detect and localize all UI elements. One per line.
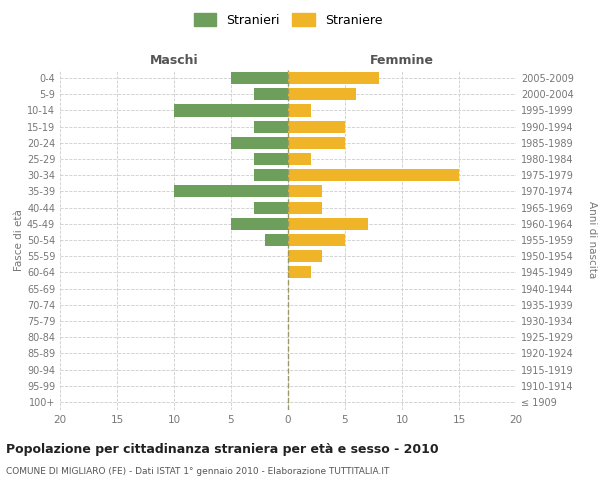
Bar: [288, 88, 356, 101]
Bar: [288, 234, 345, 246]
Bar: [174, 186, 288, 198]
Bar: [254, 169, 288, 181]
Text: COMUNE DI MIGLIARO (FE) - Dati ISTAT 1° gennaio 2010 - Elaborazione TUTTITALIA.I: COMUNE DI MIGLIARO (FE) - Dati ISTAT 1° …: [6, 468, 389, 476]
Bar: [231, 72, 288, 84]
Bar: [288, 153, 311, 165]
Bar: [231, 218, 288, 230]
Bar: [288, 250, 322, 262]
Text: Femmine: Femmine: [370, 54, 434, 68]
Bar: [174, 104, 288, 117]
Bar: [231, 137, 288, 149]
Bar: [288, 266, 311, 278]
Bar: [288, 169, 459, 181]
Bar: [254, 202, 288, 213]
Bar: [254, 153, 288, 165]
Bar: [265, 234, 288, 246]
Text: Anni di nascita: Anni di nascita: [587, 202, 597, 278]
Y-axis label: Fasce di età: Fasce di età: [14, 209, 24, 271]
Text: Popolazione per cittadinanza straniera per età e sesso - 2010: Popolazione per cittadinanza straniera p…: [6, 442, 439, 456]
Bar: [288, 186, 322, 198]
Bar: [254, 120, 288, 132]
Text: Maschi: Maschi: [149, 54, 199, 68]
Bar: [288, 202, 322, 213]
Bar: [288, 104, 311, 117]
Bar: [288, 72, 379, 84]
Bar: [288, 218, 368, 230]
Bar: [288, 137, 345, 149]
Bar: [288, 120, 345, 132]
Legend: Stranieri, Straniere: Stranieri, Straniere: [189, 8, 387, 32]
Bar: [254, 88, 288, 101]
